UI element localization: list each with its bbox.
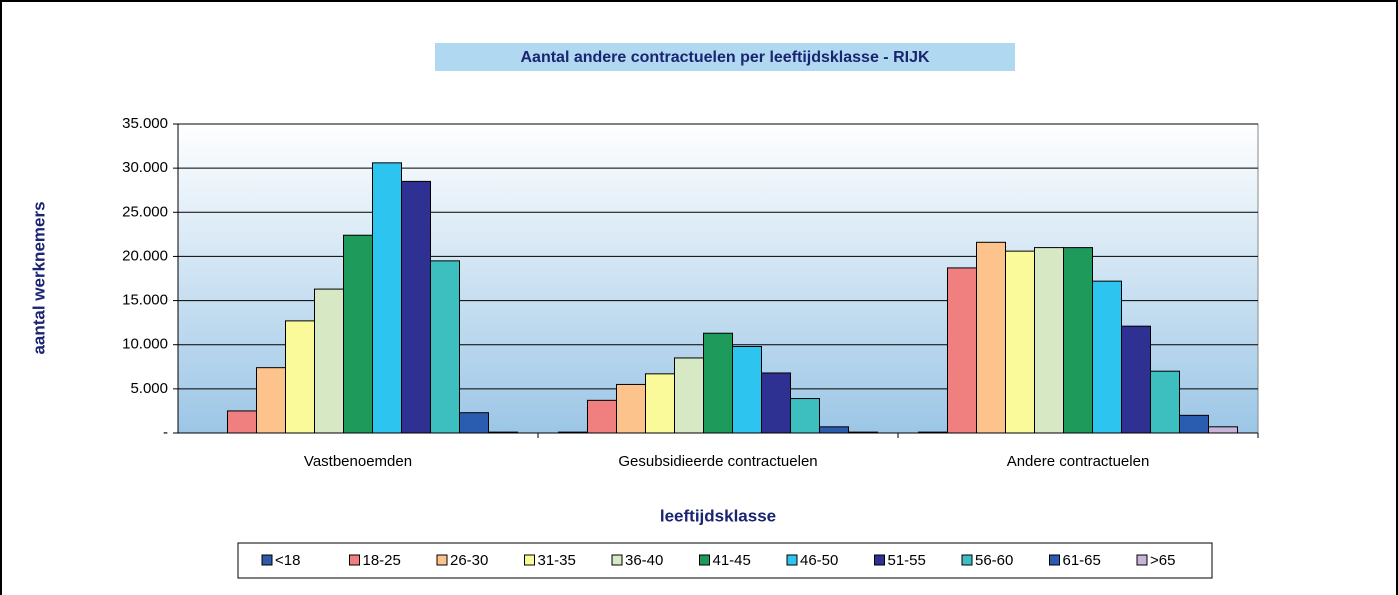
bar [1179,414,1209,434]
bar [732,345,762,434]
bar [1063,247,1093,434]
bar [459,412,489,434]
legend-label: <18 [275,552,300,569]
bar [761,372,791,434]
y-tick-label: 35.000 [122,115,168,132]
y-tick-label: - [163,424,168,441]
chart-title: Aantal andere contractuelen per leeftijd… [520,49,929,66]
y-tick-label: 10.000 [122,336,168,353]
bar [976,241,1006,434]
legend-label: 18-25 [363,552,401,569]
y-tick-label: 30.000 [122,159,168,176]
bar [947,267,977,434]
legend-swatch [261,554,273,566]
bar [587,399,617,434]
legend-label: 36-40 [625,552,663,569]
legend-label: 31-35 [538,552,576,569]
legend-label: 51-55 [888,552,926,569]
bar [1092,280,1122,434]
bar [616,383,646,434]
x-tick-label: Vastbenoemden [304,453,412,470]
bar [645,373,675,434]
bar [343,234,373,434]
legend-swatch [524,554,535,566]
legend-label: 26-30 [450,552,488,569]
bar [227,410,257,434]
bar [674,357,704,434]
bar [1150,370,1180,434]
bar [819,426,849,434]
legend-swatch [874,554,885,566]
legend-swatch [436,554,448,566]
legend-label: 41-45 [713,552,751,569]
y-tick-label: 15.000 [122,292,168,309]
bar [256,367,286,434]
y-tick-label: 5.000 [130,380,168,397]
legend-label: 61-65 [1063,552,1101,569]
y-tick-label: 25.000 [122,203,168,220]
bar [314,288,344,434]
bar [1121,325,1151,434]
legend-swatch [786,554,798,566]
bar [1034,247,1064,434]
legend-swatch [611,554,623,566]
x-tick-label: Gesubsidieerde contractuelen [618,453,817,470]
legend-swatch [961,554,973,566]
bar [1005,250,1035,434]
legend-label: 56-60 [975,552,1013,569]
title-box [435,43,1015,71]
bar [285,320,315,434]
legend-swatch [699,554,710,566]
legend-label: >65 [1150,552,1175,569]
bar [790,398,820,434]
bar [703,332,733,434]
bar [1208,426,1238,434]
x-tick-label: Andere contractuelen [1007,453,1150,470]
bar [401,180,431,434]
legend-swatch [1049,554,1060,566]
y-axis-label: aantal werknemers [29,201,48,354]
legend-swatch [349,554,360,566]
legend-label: 46-50 [800,552,838,569]
x-axis-label: leeftijdsklasse [660,506,776,525]
bar [372,162,402,434]
y-tick-label: 20.000 [122,247,168,264]
bar [430,260,460,434]
legend-swatch [1136,554,1148,566]
